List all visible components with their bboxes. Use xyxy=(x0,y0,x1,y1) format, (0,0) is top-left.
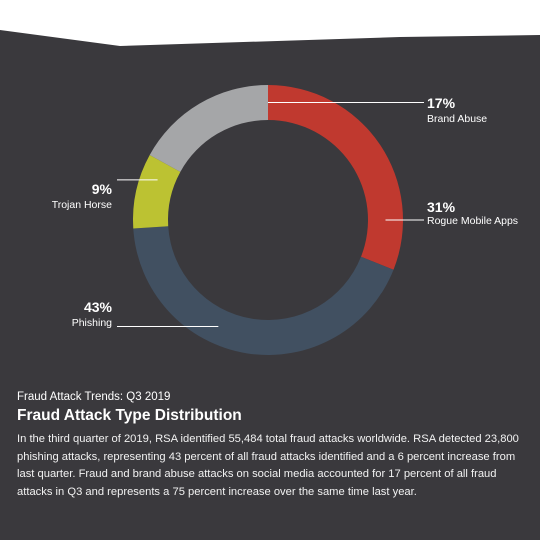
slice-label-trojan-horse: Trojan Horse xyxy=(52,199,112,211)
slice-percent-rogue-mobile-apps: 31% xyxy=(427,199,456,215)
donut-slice-rogue-mobile-apps xyxy=(268,85,403,270)
slice-label-phishing: Phishing xyxy=(72,317,112,329)
donut-slice-brand-abuse xyxy=(149,85,268,172)
chart-heading: Fraud Attack Type Distribution xyxy=(17,407,242,424)
top-band-shape xyxy=(0,0,540,46)
slice-percent-phishing: 43% xyxy=(84,299,113,315)
chart-description: In the third quarter of 2019, RSA identi… xyxy=(17,433,519,498)
slice-percent-trojan-horse: 9% xyxy=(92,181,113,197)
donut-slice-phishing xyxy=(133,226,394,356)
chart-kicker: Fraud Attack Trends: Q3 2019 xyxy=(17,391,171,403)
caption: Fraud Attack Trends: Q3 2019 Fraud Attac… xyxy=(17,391,527,501)
slice-percent-brand-abuse: 17% xyxy=(427,95,456,111)
slice-label-rogue-mobile-apps: Rogue Mobile Apps xyxy=(427,215,518,227)
slice-label-brand-abuse: Brand Abuse xyxy=(427,113,487,125)
top-band xyxy=(0,0,540,46)
donut-slice-trojan-horse xyxy=(133,154,181,229)
